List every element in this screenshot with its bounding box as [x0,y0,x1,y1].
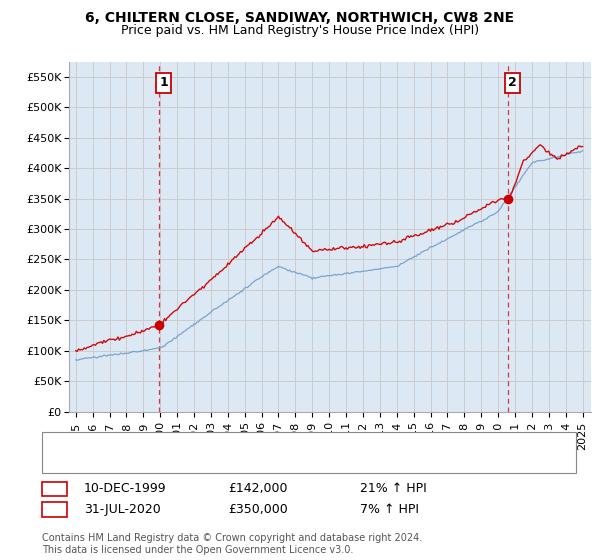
Text: £350,000: £350,000 [228,503,288,516]
Text: 1: 1 [50,482,59,496]
Text: HPI: Average price, detached house, Cheshire West and Chester: HPI: Average price, detached house, Ches… [87,457,445,466]
Text: Contains HM Land Registry data © Crown copyright and database right 2024.
This d: Contains HM Land Registry data © Crown c… [42,533,422,555]
Text: 2: 2 [508,76,517,90]
Text: Price paid vs. HM Land Registry's House Price Index (HPI): Price paid vs. HM Land Registry's House … [121,24,479,36]
Text: 6, CHILTERN CLOSE, SANDIWAY, NORTHWICH, CW8 2NE: 6, CHILTERN CLOSE, SANDIWAY, NORTHWICH, … [85,11,515,25]
Text: 2: 2 [50,503,59,516]
Text: 31-JUL-2020: 31-JUL-2020 [84,503,161,516]
Text: 6, CHILTERN CLOSE, SANDIWAY, NORTHWICH, CW8 2NE (detached house): 6, CHILTERN CLOSE, SANDIWAY, NORTHWICH, … [87,439,499,449]
Text: 21% ↑ HPI: 21% ↑ HPI [360,482,427,496]
Text: £142,000: £142,000 [228,482,287,496]
Text: 10-DEC-1999: 10-DEC-1999 [84,482,167,496]
Text: 7% ↑ HPI: 7% ↑ HPI [360,503,419,516]
Text: 1: 1 [159,76,168,90]
